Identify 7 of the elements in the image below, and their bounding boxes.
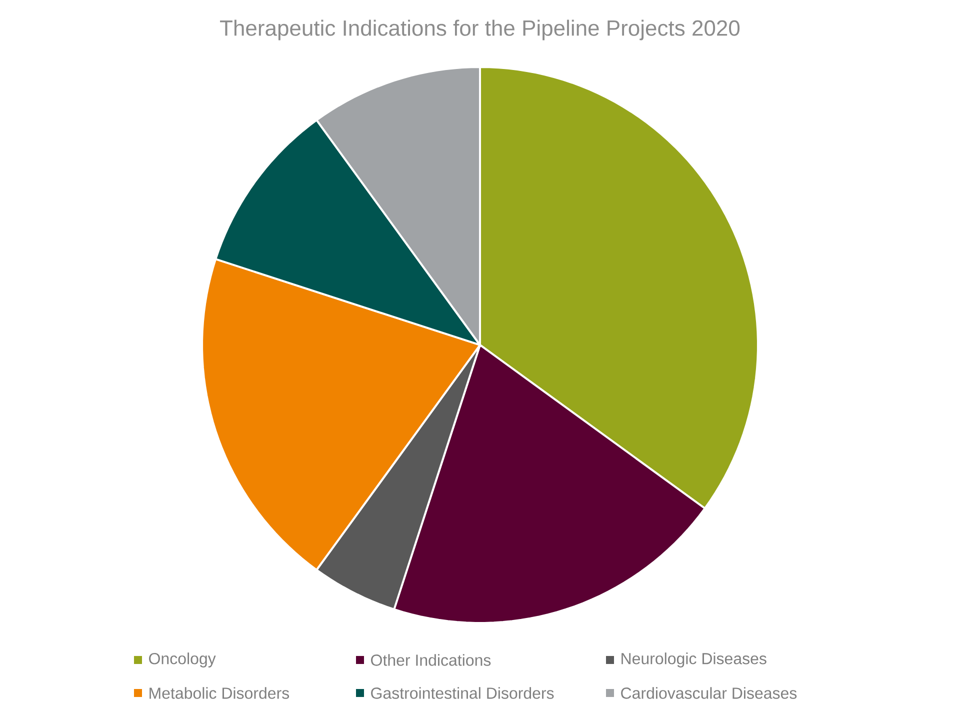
chart-title: Therapeutic Indications for the Pipeline Projects 2020 <box>220 20 740 40</box>
legend-label: Metabolic Disorders <box>150 687 290 699</box>
legend-label: Neurologic Diseases <box>622 652 766 668</box>
legend-label: Gastrointestinal Disorders <box>371 687 554 699</box>
legend-label: Other Indications <box>371 654 491 666</box>
legend-label: Cardiovascular Diseases <box>621 687 797 699</box>
legend-label: Oncology <box>149 652 216 668</box>
